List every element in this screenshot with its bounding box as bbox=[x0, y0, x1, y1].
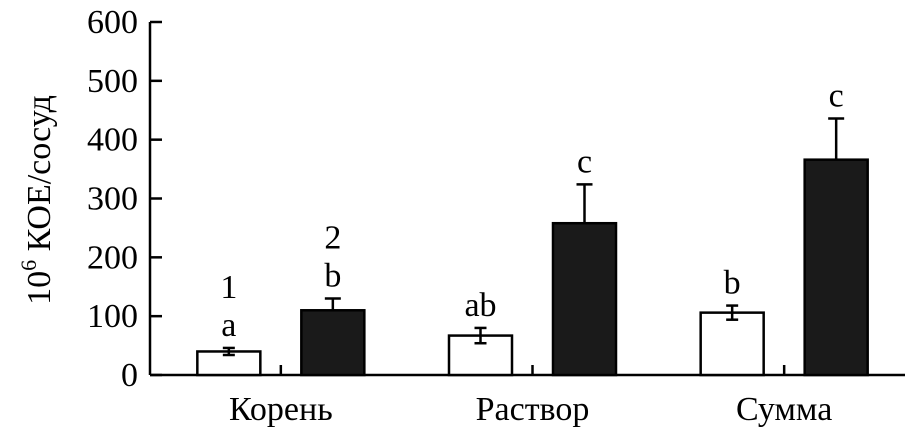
y-axis: 0 100 200 300 400 500 600 bbox=[87, 4, 162, 394]
x-tick-label: Сумма bbox=[736, 391, 832, 428]
bar-data-label: c bbox=[577, 143, 592, 180]
bar-data-label: ab bbox=[464, 287, 496, 324]
bars bbox=[196, 117, 869, 377]
x-axis: Корень Раствор Сумма bbox=[150, 365, 905, 428]
bar bbox=[803, 158, 869, 377]
bar bbox=[551, 221, 618, 377]
bar-data-label: a bbox=[221, 307, 236, 344]
bar bbox=[300, 309, 366, 377]
bar-data-label: b bbox=[724, 265, 741, 302]
y-tick-label: 400 bbox=[87, 122, 138, 159]
y-tick-label: 200 bbox=[87, 239, 138, 276]
y-tick-label: 600 bbox=[87, 4, 138, 41]
y-axis-title-superscript: 6 bbox=[16, 260, 41, 271]
bar-annotation: 2 bbox=[324, 220, 341, 257]
x-tick-label: Раствор bbox=[476, 391, 590, 428]
y-tick-label: 300 bbox=[87, 181, 138, 218]
y-tick-label: 500 bbox=[87, 63, 138, 100]
bar bbox=[699, 311, 765, 377]
y-axis-title: 106 КОЕ/сосуд bbox=[16, 95, 58, 305]
bar-data-label: b bbox=[324, 258, 341, 295]
bar-annotation: 1 bbox=[220, 269, 237, 306]
x-tick-label: Корень bbox=[229, 391, 333, 428]
bar-data-label: c bbox=[829, 77, 844, 114]
y-tick-label: 0 bbox=[121, 357, 138, 394]
y-tick-label: 100 bbox=[87, 298, 138, 335]
